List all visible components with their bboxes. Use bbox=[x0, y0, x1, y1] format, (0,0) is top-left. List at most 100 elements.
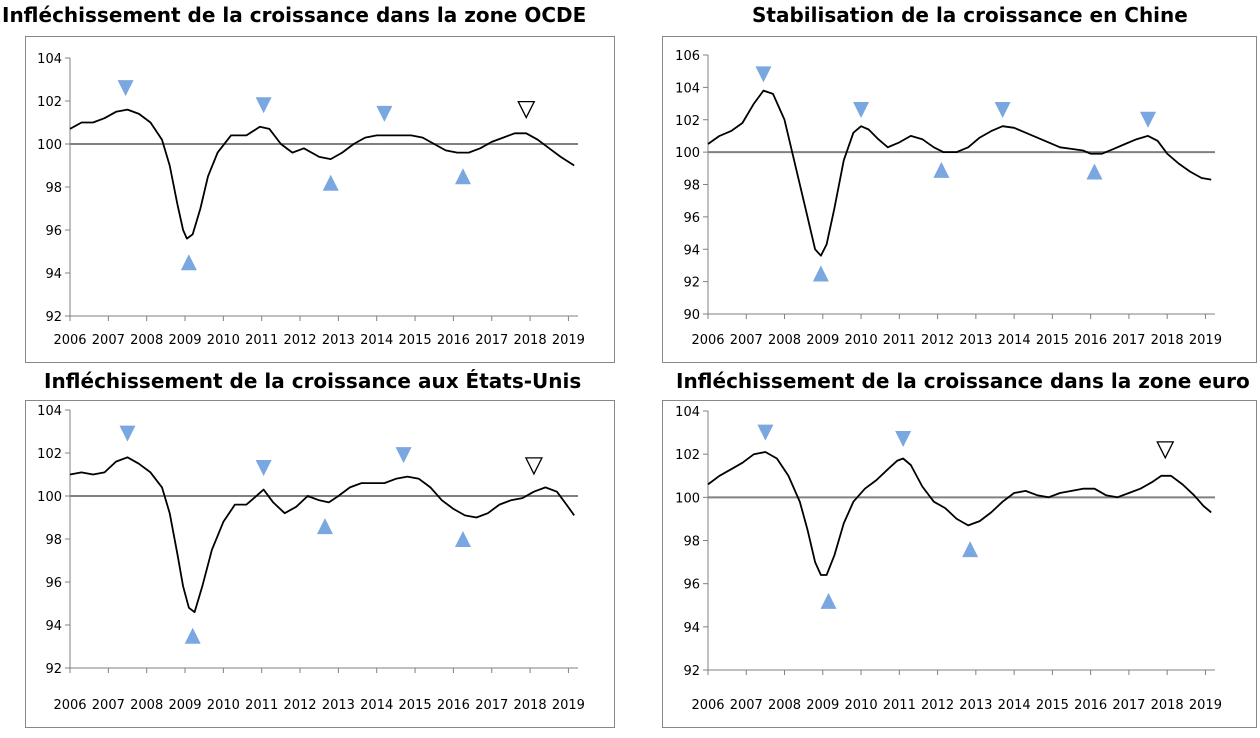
x-tick-label: 2013 bbox=[959, 698, 992, 713]
y-tick-label: 104 bbox=[37, 404, 62, 419]
x-tick-label: 2019 bbox=[552, 333, 585, 348]
x-tick-label: 2017 bbox=[475, 698, 508, 713]
chart-frame bbox=[662, 36, 1257, 363]
y-tick-label: 102 bbox=[37, 95, 62, 110]
trough-marker bbox=[1086, 163, 1103, 180]
x-tick-label: 2011 bbox=[883, 333, 916, 348]
x-tick-label: 2018 bbox=[514, 698, 547, 713]
x-tick-label: 2015 bbox=[399, 698, 432, 713]
x-tick-label: 2016 bbox=[437, 698, 470, 713]
peak-marker bbox=[755, 66, 772, 83]
chart-plot-oecd: 92 94 96 98 100 102 104 2006 2007 2008 2009 2010 201… bbox=[37, 52, 585, 348]
y-tick-label: 90 bbox=[683, 308, 700, 323]
trough-marker bbox=[316, 518, 333, 535]
y-tick-label: 98 bbox=[45, 533, 62, 548]
x-tick-label: 2007 bbox=[92, 698, 125, 713]
x-tick-label: 2008 bbox=[130, 333, 163, 348]
chart-plot-euro: 92 94 96 98 100 102 104 2006 2007 2008 2009 2010 201… bbox=[675, 405, 1222, 713]
possible-peak-marker bbox=[1156, 441, 1175, 460]
y-tick-label: 104 bbox=[37, 52, 62, 67]
peak-marker bbox=[395, 447, 412, 464]
series-line bbox=[69, 108, 575, 240]
y-tick-label: 100 bbox=[675, 491, 700, 506]
x-tick-label: 2019 bbox=[1189, 698, 1222, 713]
x-tick-label: 2009 bbox=[806, 698, 839, 713]
x-tick-label: 2014 bbox=[998, 698, 1031, 713]
x-tick-label: 2016 bbox=[1074, 333, 1107, 348]
trough-marker bbox=[322, 174, 339, 191]
chart-frame bbox=[662, 400, 1257, 728]
peak-marker bbox=[255, 460, 272, 477]
chart-title: Infléchissement de la croissance dans la… bbox=[676, 369, 1250, 393]
y-tick-label: 100 bbox=[37, 138, 62, 153]
y-tick-label: 98 bbox=[683, 535, 700, 550]
chart-plot-usa: 92 94 96 98 100 102 104 2006 2007 2008 2009 2010 201… bbox=[37, 404, 585, 713]
possible-peak-marker bbox=[524, 457, 543, 476]
x-tick-label: 2011 bbox=[245, 333, 278, 348]
series-line bbox=[69, 456, 575, 614]
y-tick-label: 94 bbox=[683, 243, 700, 258]
x-tick-label: 2019 bbox=[1189, 333, 1222, 348]
chart-panel-euro: Infléchissement de la croissance dans la… bbox=[640, 366, 1260, 738]
x-tick-label: 2012 bbox=[283, 698, 316, 713]
chart-frame bbox=[25, 400, 615, 728]
y-tick-label: 100 bbox=[37, 490, 62, 505]
y-tick-label: 98 bbox=[45, 181, 62, 196]
x-tick-label: 2013 bbox=[322, 698, 355, 713]
x-tick-label: 2007 bbox=[730, 698, 763, 713]
y-tick-label: 94 bbox=[683, 621, 700, 636]
trough-marker bbox=[962, 541, 979, 558]
trough-marker bbox=[180, 254, 197, 271]
peak-marker bbox=[994, 102, 1011, 119]
y-tick-label: 106 bbox=[675, 49, 700, 64]
peak-marker bbox=[119, 425, 136, 442]
x-tick-label: 2016 bbox=[1074, 698, 1107, 713]
peak-marker bbox=[255, 97, 272, 114]
x-tick-label: 2006 bbox=[53, 698, 86, 713]
x-tick-label: 2012 bbox=[921, 698, 954, 713]
y-tick-label: 100 bbox=[675, 146, 700, 161]
x-tick-label: 2011 bbox=[245, 698, 278, 713]
peak-marker bbox=[376, 105, 393, 122]
trough-marker bbox=[812, 265, 829, 282]
x-tick-label: 2010 bbox=[207, 333, 240, 348]
x-tick-label: 2018 bbox=[1151, 698, 1184, 713]
x-tick-label: 2008 bbox=[130, 698, 163, 713]
peak-marker bbox=[757, 424, 774, 441]
series-line bbox=[707, 89, 1212, 257]
x-tick-label: 2009 bbox=[168, 333, 201, 348]
y-tick-label: 104 bbox=[675, 81, 700, 96]
peak-marker bbox=[1140, 111, 1157, 128]
trough-marker bbox=[454, 168, 471, 185]
y-tick-label: 94 bbox=[45, 267, 62, 282]
x-tick-label: 2006 bbox=[691, 333, 724, 348]
x-tick-label: 2013 bbox=[959, 333, 992, 348]
y-tick-label: 96 bbox=[45, 224, 62, 239]
x-tick-label: 2019 bbox=[552, 698, 585, 713]
x-tick-label: 2007 bbox=[92, 333, 125, 348]
y-tick-label: 104 bbox=[675, 405, 700, 420]
chart-panel-usa: Infléchissement de la croissance aux Éta… bbox=[0, 366, 620, 738]
x-tick-label: 2014 bbox=[998, 333, 1031, 348]
chart-title: Stabilisation de la croissance en Chine bbox=[752, 3, 1188, 27]
y-tick-label: 92 bbox=[683, 276, 700, 291]
y-tick-label: 92 bbox=[683, 664, 700, 679]
x-tick-label: 2010 bbox=[845, 333, 878, 348]
x-tick-label: 2009 bbox=[806, 333, 839, 348]
x-tick-label: 2018 bbox=[1151, 333, 1184, 348]
x-tick-label: 2014 bbox=[360, 333, 393, 348]
x-tick-label: 2015 bbox=[1036, 333, 1069, 348]
y-tick-label: 102 bbox=[675, 114, 700, 129]
x-tick-label: 2014 bbox=[360, 698, 393, 713]
x-tick-label: 2015 bbox=[1036, 698, 1069, 713]
x-tick-label: 2010 bbox=[207, 698, 240, 713]
x-tick-label: 2011 bbox=[883, 698, 916, 713]
x-tick-label: 2007 bbox=[730, 333, 763, 348]
x-tick-label: 2008 bbox=[768, 698, 801, 713]
trough-marker bbox=[184, 627, 201, 644]
y-tick-label: 102 bbox=[37, 447, 62, 462]
chart-plot-china: 90 92 94 96 98 100 102 104 106 2006 2007 2008 2009 20… bbox=[675, 49, 1222, 348]
trough-marker bbox=[820, 592, 837, 609]
x-tick-label: 2013 bbox=[322, 333, 355, 348]
chart-title: Infléchissement de la croissance dans la… bbox=[2, 3, 587, 27]
